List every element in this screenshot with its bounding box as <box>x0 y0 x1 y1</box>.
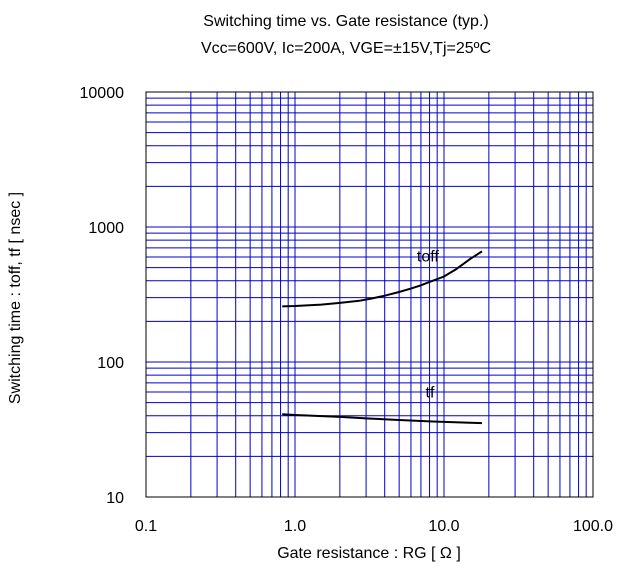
plot-frame <box>145 91 594 498</box>
series-lines <box>282 250 483 425</box>
y-tick-label: 10 <box>106 490 124 507</box>
y-axis-ticks: 10 100 1000 10000 <box>80 85 125 507</box>
chart-title: Switching time vs. Gate resistance (typ.… <box>203 13 488 30</box>
y-tick-label: 10000 <box>80 85 125 102</box>
x-tick-label: 0.1 <box>135 518 157 535</box>
y-tick-label: 1000 <box>88 220 124 237</box>
x-axis-label: Gate resistance : RG [ Ω ] <box>277 545 461 562</box>
series-labels: toff tf <box>417 248 440 401</box>
x-axis-ticks: 0.1 1.0 10.0 100.0 <box>135 518 613 535</box>
x-tick-label: 10.0 <box>428 518 459 535</box>
chart-subtitle: Vcc=600V, Ic=200A, VGE=±15V,Tj=25ºC <box>201 40 491 57</box>
series-label-toff: toff <box>417 248 440 265</box>
y-axis-label: Switching time : toff, tf [ nsec ] <box>7 192 24 404</box>
series-line-toff <box>282 250 483 308</box>
series-label-tf: tf <box>426 384 435 401</box>
x-tick-label: 100.0 <box>573 518 613 535</box>
grid <box>146 92 593 497</box>
y-tick-label: 100 <box>97 355 124 372</box>
series-line-tf <box>282 413 483 425</box>
x-tick-label: 1.0 <box>284 518 306 535</box>
